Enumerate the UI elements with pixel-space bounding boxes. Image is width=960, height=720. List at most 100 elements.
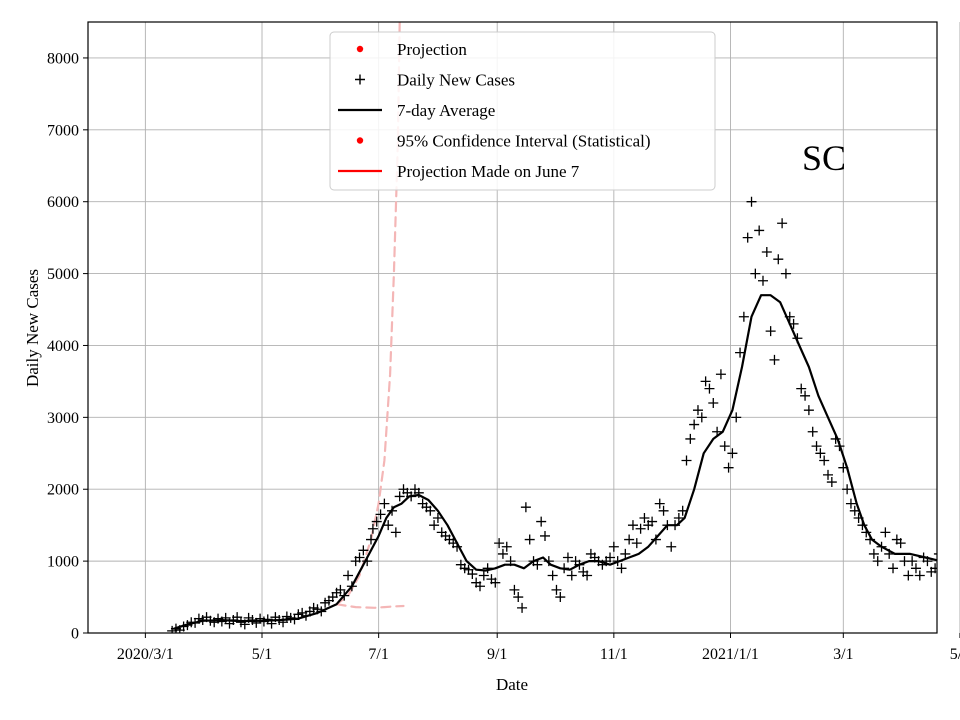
daily-case-marker <box>654 498 665 509</box>
legend-dot-marker <box>356 137 364 144</box>
y-tick-label: 8000 <box>47 50 79 67</box>
daily-case-marker <box>845 498 856 509</box>
daily-case-marker <box>616 563 627 574</box>
daily-case-marker <box>907 556 918 567</box>
daily-case-marker <box>826 477 837 488</box>
daily-case-marker <box>547 570 558 581</box>
daily-case-marker <box>910 563 921 574</box>
daily-case-marker <box>605 552 616 563</box>
daily-case-marker <box>727 448 738 459</box>
daily-case-marker <box>432 512 443 523</box>
daily-case-marker <box>358 545 369 556</box>
daily-case-marker <box>513 592 524 603</box>
daily-case-marker <box>769 354 780 365</box>
x-tick-label: 5/1 <box>950 646 960 663</box>
old-projection-upper-line <box>335 22 401 606</box>
daily-case-marker <box>780 268 791 279</box>
y-tick-label: 7000 <box>47 122 79 139</box>
daily-case-marker <box>379 498 390 509</box>
y-axis-label: Daily New Cases <box>23 269 42 387</box>
daily-case-marker <box>520 502 531 513</box>
daily-case-marker <box>524 534 535 545</box>
legend-label: Daily New Cases <box>397 71 515 90</box>
x-tick-label: 2021/1/1 <box>702 646 759 663</box>
daily-case-marker <box>704 383 715 394</box>
daily-case-marker <box>930 563 937 574</box>
daily-case-marker <box>375 509 386 520</box>
daily-case-marker <box>742 232 753 243</box>
daily-case-marker <box>796 383 807 394</box>
daily-case-marker <box>635 523 646 534</box>
daily-case-marker <box>673 512 684 523</box>
axis-ticks: 2020/3/15/17/19/111/12021/1/13/15/17/19/… <box>47 50 960 663</box>
daily-case-marker <box>343 570 354 581</box>
y-tick-label: 4000 <box>47 338 79 355</box>
daily-case-marker <box>880 527 891 538</box>
daily-case-marker <box>761 247 772 258</box>
daily-case-marker <box>639 512 650 523</box>
x-axis-label: Date <box>496 675 528 694</box>
daily-case-marker <box>815 448 826 459</box>
daily-case-marker <box>914 570 925 581</box>
daily-case-marker <box>354 552 365 563</box>
daily-case-marker <box>895 538 906 549</box>
daily-case-marker <box>903 570 914 581</box>
daily-case-marker <box>757 275 768 286</box>
daily-case-marker <box>390 527 401 538</box>
daily-case-marker <box>800 390 811 401</box>
daily-case-marker <box>735 347 746 358</box>
daily-case-marker <box>551 584 562 595</box>
daily-case-marker <box>540 530 551 541</box>
daily-case-marker <box>467 569 478 580</box>
daily-case-marker <box>478 570 489 581</box>
x-tick-label: 5/1 <box>252 646 272 663</box>
daily-case-marker <box>731 412 742 423</box>
daily-case-marker <box>555 592 566 603</box>
daily-case-marker <box>692 405 703 416</box>
daily-case-marker <box>620 548 631 559</box>
daily-case-marker <box>819 455 830 466</box>
daily-case-marker <box>689 419 700 430</box>
legend-box <box>329 31 716 191</box>
daily-case-marker <box>494 538 505 549</box>
x-tick-label: 9/1 <box>487 646 507 663</box>
daily-case-marker <box>807 426 818 437</box>
legend-label: 7-day Average <box>397 101 495 120</box>
daily-case-marker <box>425 505 436 516</box>
daily-case-marker <box>608 541 619 552</box>
daily-case-marker <box>624 534 635 545</box>
daily-case-marker <box>811 441 822 452</box>
y-tick-label: 2000 <box>47 482 79 499</box>
daily-case-marker <box>627 520 638 531</box>
daily-case-marker <box>888 563 899 574</box>
legend: Projection Daily New Cases 7-day Average 95… <box>329 31 716 191</box>
x-tick-label: 3/1 <box>833 646 853 663</box>
daily-case-marker <box>490 577 501 588</box>
daily-case-marker <box>582 570 593 581</box>
daily-case-marker <box>777 218 788 229</box>
y-tick-label: 0 <box>71 626 79 643</box>
daily-case-marker <box>842 484 853 495</box>
daily-case-marker <box>708 397 719 408</box>
daily-case-marker <box>371 516 382 527</box>
daily-case-marker <box>658 505 669 516</box>
y-tick-label: 6000 <box>47 194 79 211</box>
x-tick-label: 11/1 <box>600 646 628 663</box>
daily-case-marker <box>723 462 734 473</box>
y-tick-label: 1000 <box>47 554 79 571</box>
daily-case-marker <box>685 433 696 444</box>
daily-case-marker <box>933 553 937 555</box>
daily-case-marker <box>803 405 814 416</box>
plot-frame <box>87 21 938 634</box>
daily-case-marker <box>746 196 757 207</box>
daily-case-marker <box>366 534 376 545</box>
daily-case-marker <box>700 376 711 387</box>
plot-area <box>167 22 937 633</box>
daily-case-marker <box>383 520 394 531</box>
daily-case-marker <box>394 491 405 502</box>
daily-case-marker <box>566 570 577 581</box>
daily-case-marker <box>536 516 547 527</box>
daily-case-marker <box>681 455 692 466</box>
daily-case-marker <box>335 584 346 595</box>
